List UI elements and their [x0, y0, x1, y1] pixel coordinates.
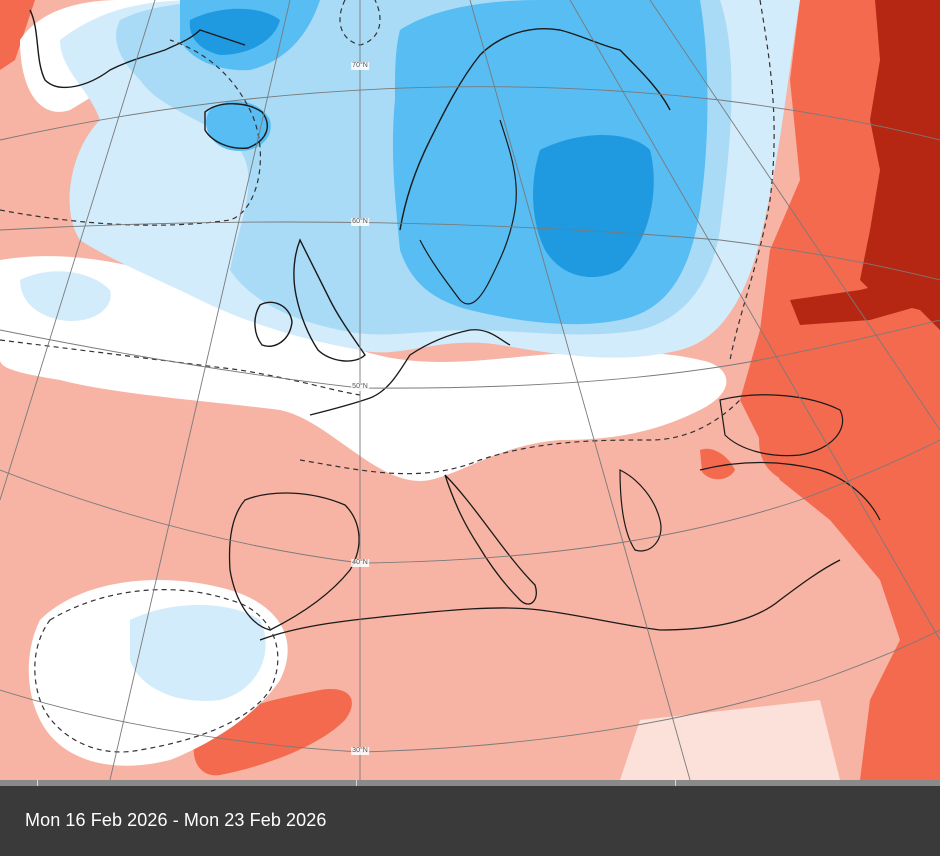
caption-bar: Mon 16 Feb 2026 - Mon 23 Feb 2026: [0, 786, 940, 856]
graticule-lon-20w: [0, 0, 156, 501]
latitude-label-50n: 50°N: [351, 383, 369, 391]
cold-anomaly-strong-baltic: [533, 135, 654, 278]
neutral-band-central: [0, 256, 727, 481]
coastline-iberia: [228, 492, 360, 631]
anomaly-map-canvas: [0, 0, 940, 780]
latitude-label-40n: 40°N: [351, 559, 369, 567]
cold-anomaly-mid-atlantic: [20, 271, 111, 321]
latitude-label-30n: 30°N: [351, 747, 369, 755]
graticule-lat-60: [0, 221, 940, 281]
graticule-lon-30e: [569, 0, 940, 641]
coastline-greece: [619, 469, 662, 552]
very-warm-band: [790, 270, 940, 325]
zero-contour-europe: [299, 399, 741, 475]
timeline-tick: [675, 780, 676, 786]
coastline-north-africa: [259, 559, 841, 641]
coastline-italy: [444, 474, 537, 605]
timeline-scrubber[interactable]: [0, 780, 940, 786]
cold-anomaly-strong-svalbard: [189, 8, 280, 55]
coastline-iceland: [204, 103, 268, 149]
timeline-tick: [356, 780, 357, 786]
graticule-lon-10w: [109, 0, 291, 780]
graticule-lon-40e: [649, 0, 940, 431]
graticule-lat-70: [0, 86, 940, 141]
graticule-lat-40: [0, 439, 940, 564]
graticule-lat-50: [0, 319, 940, 389]
zero-contour-atlantic-mid: [0, 339, 361, 396]
anomaly-map: 70°N 60°N 50°N 40°N 30°N: [0, 0, 940, 780]
warm-anomaly-greenland-west: [0, 0, 35, 70]
very-warm-anomaly-russia: [860, 0, 940, 330]
cold-anomaly-atlantic-iberia: [130, 605, 266, 701]
coastline-great-britain: [293, 238, 366, 362]
date-range-caption: Mon 16 Feb 2026 - Mon 23 Feb 2026: [25, 810, 327, 830]
coastline-north-sea: [309, 329, 511, 416]
timeline-tick: [37, 780, 38, 786]
coastline-scandinavia: [399, 28, 671, 231]
zero-contour-iberia-atlantic: [34, 588, 279, 753]
graticule-lat-30: [0, 629, 940, 753]
neutral-area-sahara: [620, 700, 840, 780]
coastline-sweden: [419, 119, 517, 305]
warm-anomaly-nw-africa: [193, 689, 352, 776]
cold-anomaly-iceland: [206, 101, 271, 151]
coastline-turkey: [699, 461, 881, 521]
coastline-black-sea: [719, 394, 844, 457]
warm-anomaly-bosporus: [700, 448, 735, 480]
coastline-ireland: [254, 301, 293, 347]
warm-anomaly-blacksea: [759, 403, 863, 485]
zero-contour-east: [729, 0, 775, 361]
latitude-label-60n: 60°N: [351, 218, 369, 226]
graticule-lon-20e: [469, 0, 691, 780]
coastline-greenland: [29, 9, 246, 89]
latitude-label-70n: 70°N: [351, 62, 369, 70]
